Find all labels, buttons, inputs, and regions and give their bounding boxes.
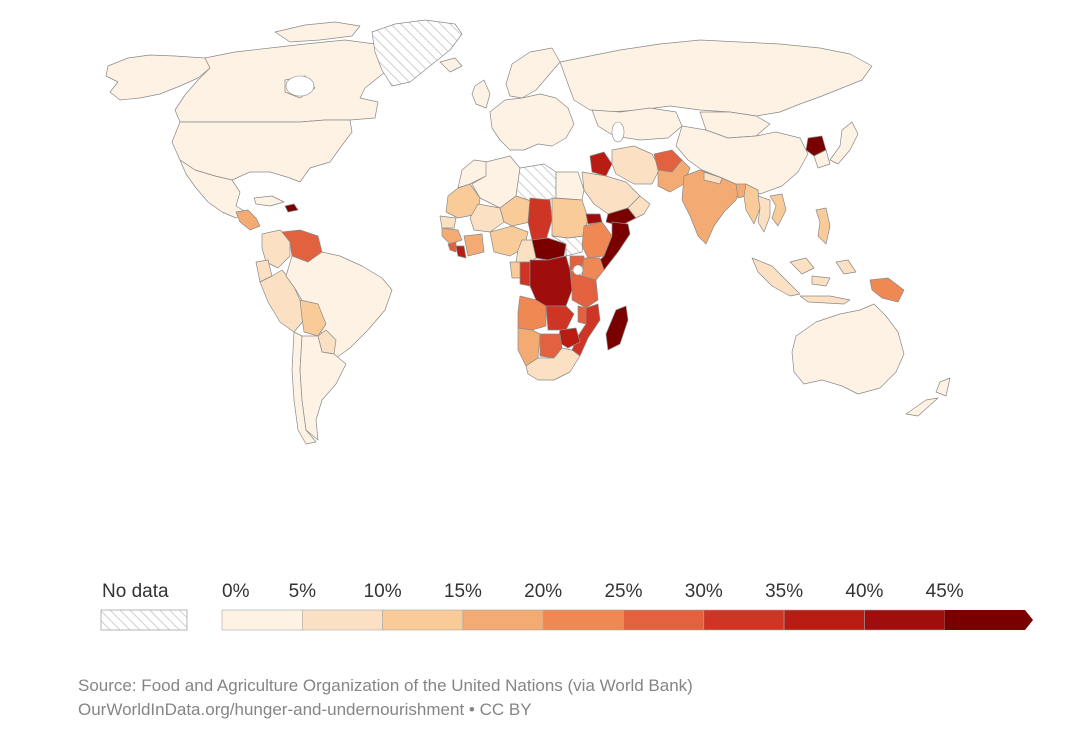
region-central-african-republic[interactable] (531, 237, 567, 261)
region-senegal[interactable] (439, 215, 457, 229)
source-line-2: OurWorldInData.org/hunger-and-undernouri… (78, 700, 532, 719)
region-malawi[interactable] (577, 305, 587, 325)
region-kazakhstan[interactable] (591, 107, 683, 141)
region-iceland[interactable] (439, 57, 463, 73)
region-sudan[interactable] (551, 197, 589, 239)
region-madagascar[interactable] (605, 305, 629, 351)
region-yemen[interactable] (605, 207, 637, 227)
legend-bin-4 (542, 609, 624, 631)
legend-bin-1 (301, 609, 383, 631)
region-indonesia[interactable] (751, 257, 857, 305)
region-eritrea[interactable] (585, 213, 603, 225)
legend-bin-0 (221, 609, 303, 631)
legend-tick-labels: 0% 5% 10% 15% 20% 25% 30% 35% 40% 45% (222, 581, 964, 602)
region-egypt[interactable] (555, 171, 585, 201)
lake-victoria (572, 264, 584, 276)
region-thailand[interactable] (757, 195, 771, 233)
region-new-zealand[interactable] (905, 377, 951, 417)
region-liberia[interactable] (455, 245, 467, 259)
region-united-kingdom[interactable] (471, 79, 491, 109)
region-sierra-leone[interactable] (447, 241, 457, 253)
region-philippines[interactable] (815, 207, 831, 245)
map-legend: No data 0% 5% 10% 15% 20% 25% 30% 35% 40% 45% (0, 560, 1078, 650)
source-note: Source: Food and Agriculture Organizatio… (78, 674, 693, 722)
region-haiti[interactable] (284, 203, 299, 213)
region-south-sudan[interactable] (551, 235, 585, 257)
region-cuba[interactable] (253, 195, 285, 207)
region-zambia[interactable] (545, 305, 575, 331)
region-china[interactable] (675, 125, 809, 195)
legend-no-data-swatch (100, 609, 188, 631)
region-australia[interactable] (791, 303, 905, 395)
legend-tick-9: 45% (926, 581, 964, 602)
region-greenland[interactable] (371, 19, 463, 87)
legend-bin-5 (623, 609, 705, 631)
region-south-africa[interactable] (525, 347, 581, 381)
world-map (105, 19, 951, 445)
legend-tick-3: 15% (444, 581, 482, 602)
legend-bin-9 (944, 610, 1033, 630)
region-iraq[interactable] (589, 151, 613, 177)
region-myanmar[interactable] (743, 183, 761, 225)
region-canada[interactable] (174, 21, 396, 123)
region-tanzania[interactable] (569, 269, 599, 309)
region-guatemala[interactable] (235, 209, 261, 231)
region-south-korea[interactable] (813, 149, 831, 169)
legend-bin-8 (864, 609, 946, 631)
hudson-bay (285, 75, 315, 97)
region-guinea[interactable] (441, 227, 463, 245)
legend-tick-4: 20% (524, 581, 562, 602)
legend-tick-2: 10% (364, 581, 402, 602)
legend-svg: No data 0% 5% 10% 15% 20% 25% 30% 35% 40% 45% (100, 581, 1033, 631)
legend-color-bar (221, 609, 1033, 631)
region-ivory-coast[interactable] (463, 233, 485, 257)
region-colombia[interactable] (261, 229, 291, 269)
region-russia[interactable] (559, 39, 873, 117)
region-angola[interactable] (517, 295, 547, 331)
legend-tick-1: 5% (289, 581, 317, 602)
region-oman[interactable] (627, 195, 651, 219)
region-vietnam[interactable] (769, 193, 787, 227)
legend-tick-8: 40% (845, 581, 883, 602)
legend-tick-0: 0% (222, 581, 250, 602)
region-nepal[interactable] (703, 171, 723, 185)
legend-no-data-label: No data (102, 581, 169, 602)
legend-tick-6: 30% (685, 581, 723, 602)
region-iran[interactable] (611, 145, 661, 185)
region-japan[interactable] (829, 121, 859, 165)
region-libya[interactable] (515, 163, 557, 203)
region-europe[interactable] (489, 93, 575, 151)
region-republic-of-congo[interactable] (519, 261, 531, 287)
legend-tick-7: 35% (765, 581, 803, 602)
region-papua-new-guinea[interactable] (869, 277, 905, 303)
legend-bin-6 (703, 609, 785, 631)
region-alaska[interactable] (105, 54, 211, 101)
region-chad[interactable] (527, 197, 553, 241)
region-dr-congo[interactable] (529, 255, 573, 307)
legend-bin-3 (462, 609, 544, 631)
region-scandinavia[interactable] (505, 47, 561, 99)
region-argentina[interactable] (299, 335, 347, 441)
legend-bin-7 (783, 609, 865, 631)
legend-bin-2 (382, 609, 464, 631)
legend-tick-5: 25% (604, 581, 642, 602)
caspian-sea (611, 121, 625, 143)
source-line-1: Source: Food and Agriculture Organizatio… (78, 676, 693, 695)
world-map-svg (105, 19, 951, 445)
